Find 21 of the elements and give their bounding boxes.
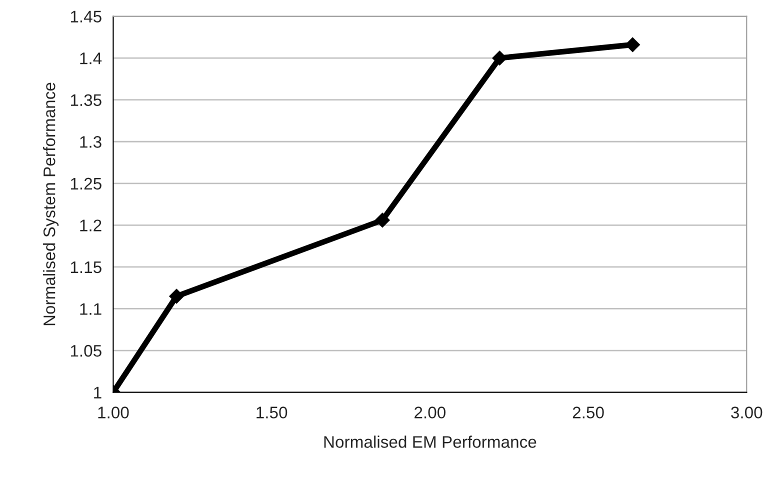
- y-tick-label: 1.1: [80, 303, 102, 315]
- y-tick-label: 1.25: [70, 178, 102, 190]
- y-tick-label: 1: [94, 386, 102, 398]
- point: [375, 212, 390, 228]
- y-tick-label: 1.2: [80, 220, 102, 232]
- y-tick-label: 1.3: [80, 136, 102, 148]
- point: [169, 288, 184, 304]
- y-tick-label: 1.45: [70, 10, 102, 22]
- y-tick-label: 1.05: [70, 344, 102, 357]
- x-tick-label: 2.50: [572, 406, 604, 418]
- x-axis-title: Normalised EM Performance: [324, 436, 536, 448]
- x-tick-label: 1.50: [256, 406, 288, 418]
- x-tick-label: 3.00: [731, 406, 762, 418]
- y-tick-label: 1.4: [80, 52, 102, 64]
- y-axis-title: Normalised System Performance: [43, 82, 59, 326]
- point: [625, 37, 640, 52]
- y-tick-label: 1.35: [70, 94, 102, 106]
- point: [492, 50, 507, 66]
- x-tick-label: 1.00: [98, 406, 129, 418]
- y-tick-label: 1.15: [70, 262, 102, 274]
- x-tick-label: 2.00: [414, 406, 446, 418]
